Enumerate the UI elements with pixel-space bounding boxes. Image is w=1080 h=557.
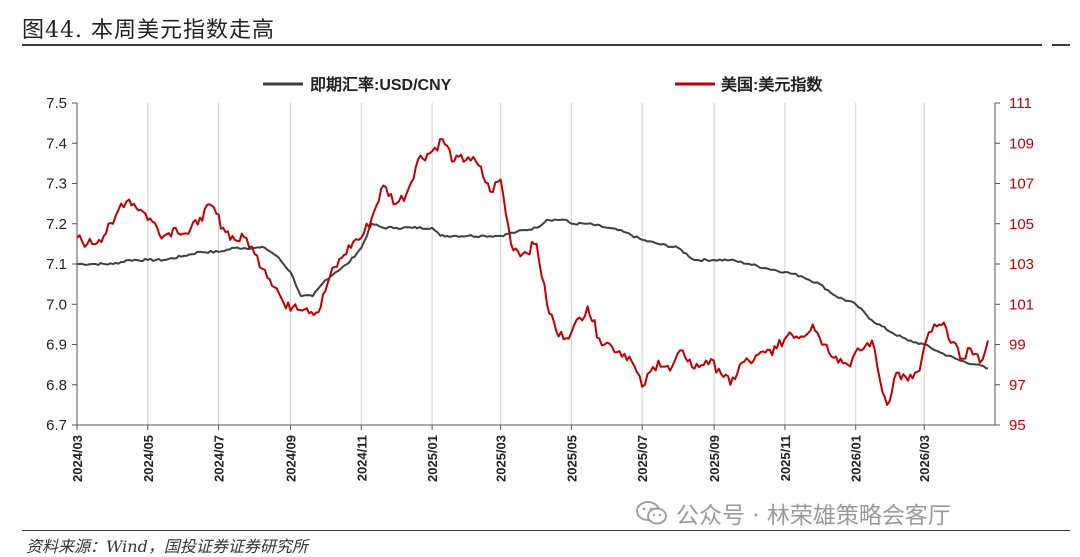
series-line-usdcny <box>77 218 989 370</box>
left-tick-label: 6.9 <box>46 337 67 354</box>
right-tick-label: 103 <box>1009 256 1034 273</box>
x-tick-label: 2024/05 <box>141 435 156 482</box>
title-rule <box>22 44 1042 46</box>
legend-label-dxy: 美国:美元指数 <box>721 75 823 94</box>
source-rule <box>22 530 1070 531</box>
x-tick-label: 2025/11 <box>778 435 793 481</box>
figure-title: 图44. 本周美元指数走高 <box>22 18 275 43</box>
x-tick-label: 2025/03 <box>494 435 509 482</box>
left-tick-label: 7.2 <box>46 216 67 233</box>
right-axis-ticks: 95 97 99 101 103 105 107 109 111 <box>995 95 1034 434</box>
x-tick-label: 2025/05 <box>564 435 579 482</box>
x-tick-label: 2024/11 <box>354 435 369 481</box>
left-tick-label: 6.7 <box>46 417 67 434</box>
left-tick-label: 7.4 <box>46 135 67 152</box>
left-tick-label: 7.3 <box>46 176 67 193</box>
right-tick-label: 105 <box>1009 216 1034 233</box>
x-tick-label: 2024/09 <box>284 435 299 482</box>
left-tick-label: 6.8 <box>46 377 67 394</box>
left-tick-label: 7.5 <box>46 95 67 112</box>
gridlines <box>147 103 925 425</box>
axes <box>76 103 996 426</box>
source-note: 资料来源：Wind，国投证券证券研究所 <box>26 537 308 556</box>
right-tick-label: 107 <box>1009 176 1034 193</box>
x-tick-label: 2026/01 <box>849 435 864 482</box>
left-tick-label: 7.1 <box>46 256 67 273</box>
dual-axis-line-chart: 6.7 6.8 6.9 7.0 7.1 7.2 7.3 7.4 7.5 95 97 99 101 103… <box>46 75 1034 482</box>
x-tick-label: 2025/09 <box>707 435 722 482</box>
right-tick-label: 97 <box>1009 377 1026 394</box>
left-axis-ticks: 6.7 6.8 6.9 7.0 7.1 7.2 7.3 7.4 7.5 <box>46 95 77 434</box>
right-tick-label: 101 <box>1009 296 1034 313</box>
x-tick-label: 2025/07 <box>635 435 650 482</box>
right-tick-label: 109 <box>1009 135 1034 152</box>
x-tick-label: 2026/03 <box>917 435 932 482</box>
title-rule-right <box>1052 44 1070 46</box>
x-tick-label: 2025/01 <box>425 435 440 482</box>
legend: 即期汇率:USD/CNY 美国:美元指数 <box>263 75 823 94</box>
watermark-text: 公众号 · 林荣雄策略会客厅 <box>676 503 951 529</box>
series-lines <box>76 138 989 406</box>
watermark: 公众号 · 林荣雄策略会客厅 <box>636 496 951 530</box>
right-tick-label: 111 <box>1009 95 1032 112</box>
series-line-dxy <box>76 138 989 406</box>
x-axis-ticks: 2024/03 2024/05 2024/07 2024/09 2024/11 2025/… <box>70 425 932 482</box>
legend-label-cny: 即期汇率:USD/CNY <box>310 75 452 94</box>
right-tick-label: 99 <box>1009 337 1026 354</box>
x-tick-label: 2024/07 <box>212 435 227 482</box>
x-tick-label: 2024/03 <box>70 435 85 482</box>
right-tick-label: 95 <box>1009 417 1026 434</box>
left-tick-label: 7.0 <box>46 296 67 313</box>
wechat-icon <box>636 501 667 525</box>
